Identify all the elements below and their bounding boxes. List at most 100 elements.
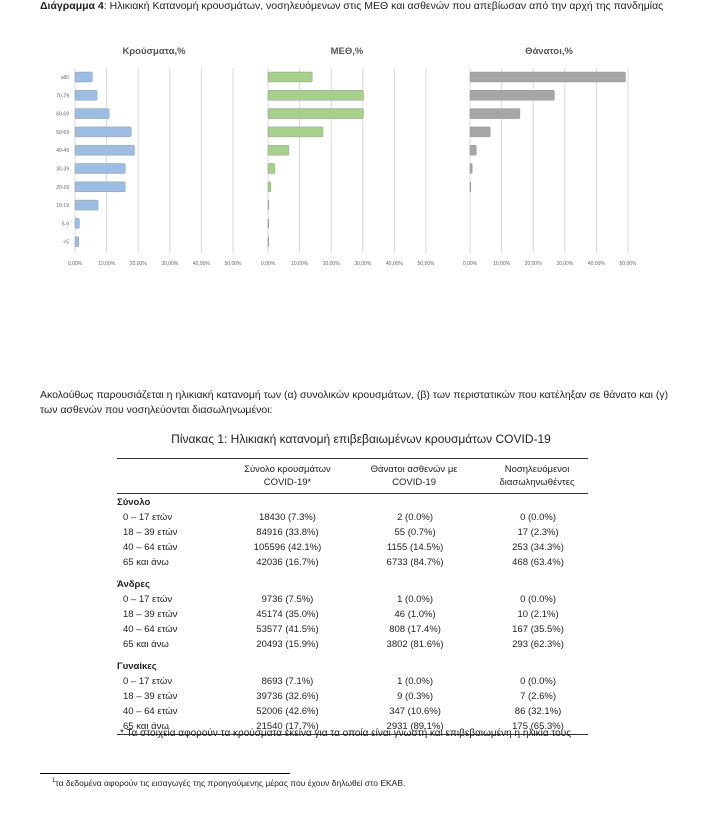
value-cell: 468 (63.4%) xyxy=(512,557,564,568)
x-tick-label: 20,00% xyxy=(525,261,543,267)
value-cell: 46 (1.0%) xyxy=(394,609,436,620)
table-row: 40 – 64 ετών 53577 (41.5%) 808 (17.4%) 167 … xyxy=(117,622,588,637)
age-group-cell: 65 και άνω xyxy=(123,639,169,650)
age-group-cell: 0 – 17 ετών xyxy=(123,594,173,605)
bar xyxy=(74,163,126,174)
age-group-cell: 40 – 64 ετών xyxy=(123,624,178,635)
bar xyxy=(469,90,555,101)
table-row: 40 – 64 ετών 105596 (42.1%) 1155 (14.5%) 25… xyxy=(117,540,588,555)
value-cell: 84916 (33.8%) xyxy=(256,527,319,538)
bar xyxy=(74,181,126,193)
group-label: Άνδρες xyxy=(117,578,150,590)
x-tick-label: 30,00% xyxy=(556,261,574,267)
value-cell: 2931 (89.1%) xyxy=(342,719,469,735)
y-tick-label: <5 xyxy=(63,240,69,246)
x-tick-label: 50,00% xyxy=(225,261,243,267)
x-tick-label: 30,00% xyxy=(161,261,179,267)
age-group-cell: 18 – 39 ετών xyxy=(123,609,178,620)
value-cell: 7 (2.6%) xyxy=(520,691,556,702)
y-tick-label: 40-49 xyxy=(56,148,69,154)
age-group-cell: 40 – 64 ετών xyxy=(123,542,178,553)
y-tick-label: 5-9 xyxy=(62,221,69,227)
footnote-mark: 1 xyxy=(52,778,56,785)
bar xyxy=(267,126,324,138)
bar xyxy=(74,199,99,211)
age-group-cell: 65 και άνω xyxy=(123,557,169,568)
caption-text: : Ηλικιακή Κατανομή κρουσμάτων, νοσηλευό… xyxy=(103,0,664,12)
bar xyxy=(74,90,98,101)
bar xyxy=(74,218,80,229)
value-cell: 20493 (15.9%) xyxy=(256,639,319,650)
table-row: 0 – 17 ετών 18430 (7.3%) 2 (0.0%) 0 (0.0%) xyxy=(117,510,588,525)
bar xyxy=(469,126,491,138)
value-cell: 39736 (32.6%) xyxy=(256,691,319,702)
age-group-cell: 0 – 17 ετών xyxy=(123,512,173,523)
table-note: * Τα στοιχεία αφορούν τα κρούσματα εκείν… xyxy=(120,728,572,739)
bar xyxy=(74,71,93,83)
footnote: 1τα δεδομένα αφορούν τις εισαγωγές της π… xyxy=(52,778,405,788)
bar xyxy=(74,126,132,138)
value-cell: 0 (0.0%) xyxy=(520,676,556,687)
value-cell: 293 (62.3%) xyxy=(512,639,564,650)
x-tick-label: 0,00% xyxy=(68,261,83,267)
bar xyxy=(469,108,521,119)
caption-label: Διάγραμμα 4 xyxy=(40,0,104,12)
x-tick-label: 30,00% xyxy=(354,261,372,267)
bar xyxy=(267,218,270,229)
table-row: 18 – 39 ετών 84916 (33.8%) 55 (0.7%) 17 (2.… xyxy=(117,525,588,540)
value-cell: 808 (17.4%) xyxy=(389,624,441,635)
y-tick-label: 30-39 xyxy=(56,167,69,173)
value-cell: 42036 (16.7%) xyxy=(256,557,319,568)
x-tick-label: 20,00% xyxy=(130,261,148,267)
bar xyxy=(469,181,472,193)
group-row: Άνδρες xyxy=(117,570,588,592)
value-cell: 3802 (81.6%) xyxy=(386,639,444,650)
value-cell: 45174 (35.0%) xyxy=(256,609,319,620)
x-tick-label: 40,00% xyxy=(588,261,606,267)
col-header-deaths: Θάνατοι ασθενών με COVID-19 xyxy=(342,458,469,494)
intro-paragraph: Ακολούθως παρουσιάζεται η ηλικιακή καταν… xyxy=(40,389,669,416)
bar xyxy=(469,71,626,83)
bar xyxy=(74,108,110,119)
group-row: Σύνολο xyxy=(117,494,588,511)
group-label: Σύνολο xyxy=(117,496,151,508)
age-group-cell: 18 – 39 ετών xyxy=(123,527,178,538)
y-tick-label: 60-69 xyxy=(56,112,69,118)
age-group-cell: 40 – 64 ετών xyxy=(123,706,178,717)
y-tick-label: 20-29 xyxy=(56,185,69,191)
value-cell: 0 (0.0%) xyxy=(520,594,556,605)
age-distribution-charts: Κρούσματα,% 0,00% 10,00% 20,00% 30,00% 40,00%… xyxy=(56,46,638,267)
bar xyxy=(74,144,135,156)
value-cell: 9 (0.3%) xyxy=(397,691,434,702)
age-group-cell: 18 – 39 ετών xyxy=(123,691,178,702)
table-row: 65 και άνω 20493 (15.9%) 3802 (81.6%) 293 (… xyxy=(117,637,588,652)
col-header-intubated: Νοσηλευόμενοι διασωληνωθέντες xyxy=(468,458,588,494)
bar xyxy=(469,144,477,156)
value-cell: 253 (34.3%) xyxy=(512,542,564,553)
x-tick-label: 0,00% xyxy=(261,261,276,267)
bar xyxy=(267,144,290,156)
value-cell: 86 (32.1%) xyxy=(514,706,562,717)
footnote-text: τα δεδομένα αφορούν τις εισαγωγές της πρ… xyxy=(55,778,406,788)
age-distribution-table: Σύνολο κρουσμάτων COVID-19* Θάνατοι ασθε… xyxy=(117,458,588,735)
value-cell: 105596 (42.1%) xyxy=(253,542,322,553)
table-row: 65 και άνω 21540 (17.7%) 2931 (89.1%) 175 (… xyxy=(117,719,588,735)
value-cell: 2 (0.0%) xyxy=(397,512,434,523)
value-cell: 8693 (7.1%) xyxy=(261,676,314,687)
table-row: 0 – 17 ετών 9736 (7.5%) 1 (0.0%) 0 (0.0%) xyxy=(117,592,588,607)
y-tick-label: 50-59 xyxy=(56,130,69,136)
x-tick-label: 50,00% xyxy=(620,261,638,267)
value-cell: 1 (0.0%) xyxy=(397,594,434,605)
x-tick-label: 0,00% xyxy=(463,261,478,267)
value-cell: 18430 (7.3%) xyxy=(258,512,316,523)
bar xyxy=(267,108,364,119)
x-tick-label: 50,00% xyxy=(418,261,436,267)
bar xyxy=(267,236,270,247)
table-row: 18 – 39 ετών 45174 (35.0%) 46 (1.0%) 10 (2.… xyxy=(117,607,588,622)
value-cell: 9736 (7.5%) xyxy=(261,594,314,605)
value-cell: 53577 (41.5%) xyxy=(256,624,319,635)
x-tick-label: 40,00% xyxy=(386,261,404,267)
value-cell: 1155 (14.5%) xyxy=(386,542,444,553)
bar xyxy=(267,199,270,211)
table-row: 65 και άνω 42036 (16.7%) 6733 (84.7%) 468 (… xyxy=(117,555,588,570)
